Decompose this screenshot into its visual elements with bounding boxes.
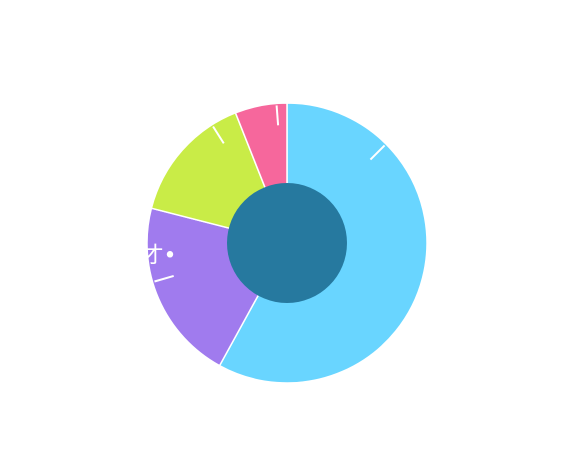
leader-line-3 <box>212 125 225 144</box>
donut-center <box>227 183 347 303</box>
leader-line-1 <box>369 144 386 161</box>
leader-line-4 <box>275 105 280 126</box>
leader-lines-group <box>154 105 386 283</box>
leader-line-2 <box>154 274 174 283</box>
slice-labels-group: 才• <box>141 243 176 268</box>
slice-label-2: 才• <box>141 243 176 268</box>
